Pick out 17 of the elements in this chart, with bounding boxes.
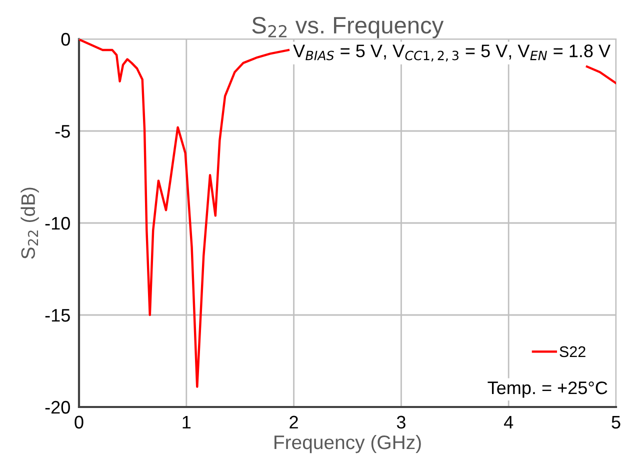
x-tick-label: 5 <box>612 416 620 429</box>
chart-title: S$_{22}$ vs. Frequency <box>252 16 444 38</box>
x-tick-label: 1 <box>182 416 191 428</box>
x-tick-label: 4 <box>504 416 514 428</box>
x-tick-label: 2 <box>290 416 298 428</box>
y-tick-label: -15 <box>45 309 70 322</box>
y-tick-label: 0 <box>61 32 70 46</box>
y-tick-label: -20 <box>45 400 70 414</box>
x-tick-label: 0 <box>74 416 84 429</box>
legend-label: S22 <box>560 346 586 358</box>
y-tick-label: -5 <box>55 125 70 138</box>
y-axis-title: S$_{22}$ (dB) <box>20 188 39 259</box>
x-tick-label: 3 <box>396 416 406 429</box>
annotation: Temp. = +25°C <box>488 381 608 398</box>
annotation: V$_{BIAS}$ = 5 V, V$_{CC1,2,3}$ = 5 V, V$_{EN}$ = 1.8 V <box>293 44 610 62</box>
y-tick-label: -10 <box>45 216 70 230</box>
x-axis-title: Frequency (GHz) <box>274 434 421 454</box>
